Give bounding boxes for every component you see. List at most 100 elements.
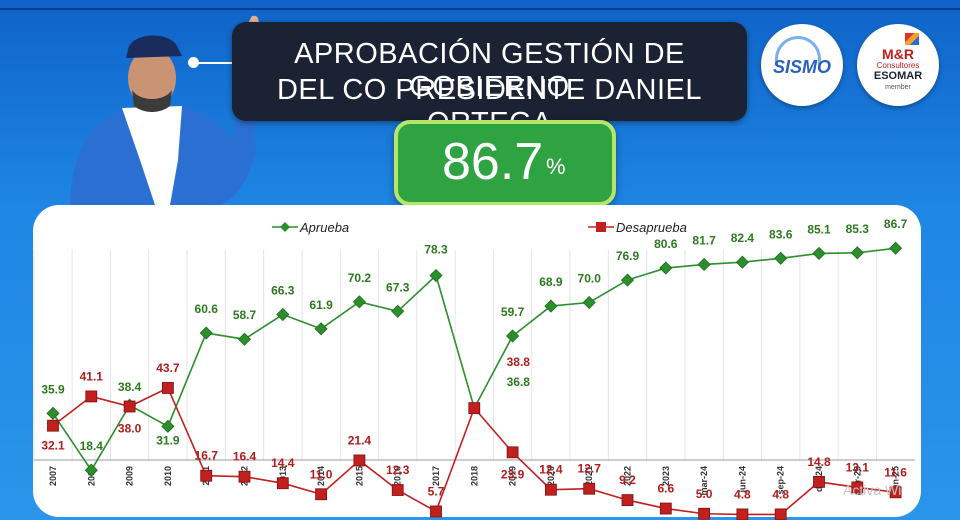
title-box: APROBACIÓN GESTIÓN DE GOBIERNO DEL CO PR… <box>232 22 747 139</box>
chart-panel <box>33 205 921 517</box>
point-aprueba <box>506 329 520 343</box>
point-aprueba <box>352 295 366 309</box>
legend-label-desaprueba: Desaprueba <box>616 220 687 235</box>
point-desaprueba <box>468 402 481 415</box>
data-label-aprueba: 86.7 <box>884 217 908 231</box>
point-aprueba <box>659 261 673 275</box>
data-label-aprueba: 80.6 <box>654 237 678 251</box>
point-aprueba <box>582 295 596 310</box>
signal-icon <box>775 36 821 65</box>
point-desaprueba <box>506 446 519 459</box>
x-tick-label: 2009 <box>125 466 135 486</box>
data-label-aprueba: 67.3 <box>386 280 410 294</box>
x-tick-label: 2021 <box>584 466 594 486</box>
data-label-aprueba: 82.4 <box>731 231 755 245</box>
point-aprueba <box>84 463 98 477</box>
x-tick-label: sep-24 <box>776 466 786 495</box>
point-desaprueba <box>161 382 174 394</box>
point-desaprueba <box>659 502 672 515</box>
sisimo-logo-text: SISMO <box>772 57 831 77</box>
data-label-aprueba: 35.9 <box>41 382 65 396</box>
point-aprueba <box>199 326 213 340</box>
x-tick-label: 2014 <box>316 466 326 486</box>
x-tick-label: 2013 <box>278 466 288 486</box>
x-tick-label: 2020 <box>546 466 556 486</box>
top-rule <box>0 8 960 10</box>
data-label-desaprueba: 14.4 <box>271 456 295 470</box>
x-tick-label: 2007 <box>48 466 58 486</box>
point-aprueba <box>697 257 711 272</box>
point-aprueba <box>429 268 443 283</box>
data-label-desaprueba: 5.7 <box>428 484 445 498</box>
mr-logo-esomar: ESOMAR <box>873 70 923 82</box>
point-desaprueba <box>889 486 902 499</box>
headline-value: 86.7 <box>442 133 544 191</box>
point-desaprueba <box>851 481 864 494</box>
data-label-aprueba: 70.0 <box>578 272 602 286</box>
point-aprueba <box>314 322 328 336</box>
data-label-desaprueba: 12.3 <box>386 463 410 477</box>
point-aprueba <box>161 419 175 433</box>
data-label-desaprueba: 16.7 <box>195 449 219 463</box>
point-desaprueba <box>85 390 98 403</box>
legend-marker-desaprueba <box>596 222 606 232</box>
data-label-desaprueba: 38.0 <box>118 422 142 436</box>
point-desaprueba <box>47 419 59 432</box>
point-desaprueba <box>698 507 710 520</box>
data-label-desaprueba: 12.7 <box>578 462 602 476</box>
mr-logo: M&R Consultores ESOMAR member <box>857 24 939 106</box>
x-tick-label: jun-25 <box>891 466 901 494</box>
point-desaprueba <box>315 488 328 501</box>
title-line-1: APROBACIÓN GESTIÓN DE GOBIERNO <box>294 38 685 103</box>
data-label-desaprueba: 43.7 <box>156 361 180 375</box>
data-label-desaprueba: 9.2 <box>619 473 636 487</box>
point-desaprueba <box>353 454 366 467</box>
sisimo-logo: SISMO <box>761 24 843 106</box>
x-tick-label: 2016 <box>393 466 403 486</box>
mr-flag-icon <box>905 33 919 45</box>
data-label-aprueba: 78.3 <box>424 243 448 257</box>
pointer-dot <box>188 57 199 68</box>
point-aprueba <box>46 406 60 420</box>
data-label-desaprueba: 21.4 <box>348 433 372 447</box>
data-label-aprueba: 36.8 <box>507 375 531 389</box>
point-desaprueba <box>200 469 213 482</box>
data-label-desaprueba: 5.0 <box>696 487 713 501</box>
point-desaprueba <box>545 483 557 496</box>
headline-badge: 86.7 % <box>394 120 616 206</box>
point-aprueba <box>735 255 749 269</box>
data-label-aprueba: 83.6 <box>769 227 793 241</box>
point-aprueba <box>237 332 252 346</box>
data-label-aprueba: 85.3 <box>846 222 870 236</box>
data-label-aprueba: 76.9 <box>616 249 640 263</box>
point-aprueba <box>812 246 826 260</box>
data-label-desaprueba: 12.4 <box>539 463 563 477</box>
data-label-desaprueba: 23.9 <box>501 467 525 481</box>
data-label-aprueba: 60.6 <box>195 302 219 316</box>
x-tick-label: mar-24 <box>699 466 709 496</box>
x-tick-label: 2019 <box>508 466 518 486</box>
x-tick-label: 2010 <box>163 466 173 486</box>
point-desaprueba <box>391 484 404 496</box>
data-label-aprueba: 58.7 <box>233 308 257 322</box>
data-label-aprueba: 38.4 <box>118 380 142 394</box>
data-label-aprueba: 85.1 <box>807 222 831 236</box>
headline-unit: % <box>546 154 566 179</box>
data-label-desaprueba: 4.8 <box>734 487 751 501</box>
point-aprueba <box>889 241 903 255</box>
data-label-desaprueba: 16.4 <box>233 450 257 464</box>
legend-marker-aprueba <box>280 222 290 232</box>
data-label-desaprueba: 32.1 <box>41 439 65 453</box>
x-tick-label: 2022 <box>623 466 633 486</box>
x-tick-label: 2015 <box>354 466 364 486</box>
legend-label-aprueba: Aprueba <box>299 220 349 235</box>
point-aprueba <box>850 246 864 260</box>
point-desaprueba <box>123 400 136 413</box>
activation-watermark: Activa Wi <box>843 482 902 498</box>
point-desaprueba <box>238 470 251 483</box>
data-label-aprueba: 81.7 <box>692 233 716 247</box>
mr-logo-sub: Consultores <box>876 61 920 70</box>
point-aprueba <box>391 304 405 318</box>
pointer-line <box>196 62 236 64</box>
